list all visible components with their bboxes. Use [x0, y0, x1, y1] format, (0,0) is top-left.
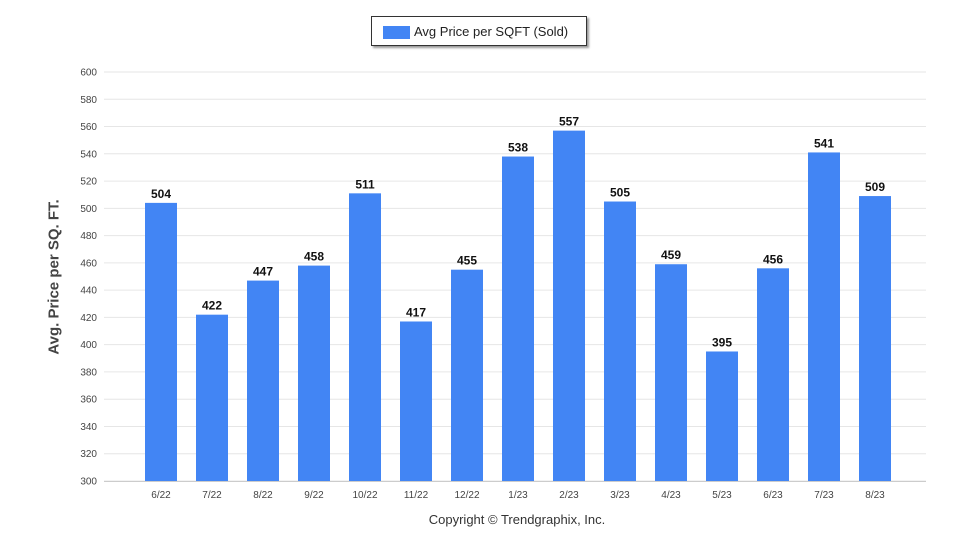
bar-value-label: 538: [508, 141, 528, 155]
bar-value-label: 395: [712, 335, 732, 349]
bar: [859, 196, 891, 481]
bar-value-label: 455: [457, 254, 477, 268]
bar: [553, 130, 585, 481]
bars: [145, 130, 891, 482]
bar-value-label: 511: [355, 177, 375, 191]
x-tick-label: 12/22: [454, 490, 479, 501]
y-axis-ticks: 300 320 340 360 380 400 420 440 460 480 500 520 540 5…: [80, 68, 97, 488]
bar: [808, 152, 840, 482]
legend-swatch: [383, 26, 410, 39]
x-tick-label: 4/23: [661, 490, 681, 501]
y-tick-label: 500: [80, 204, 97, 215]
x-tick-label: 6/23: [763, 490, 783, 501]
y-tick-label: 560: [80, 122, 97, 133]
x-tick-label: 3/23: [610, 490, 630, 501]
bar-value-label: 557: [559, 115, 579, 129]
bar: [247, 280, 279, 481]
bar-value-label: 509: [865, 180, 885, 194]
legend: Avg Price per SQFT (Sold): [371, 16, 587, 46]
bar-value-label: 422: [202, 299, 222, 313]
y-tick-label: 420: [80, 313, 97, 324]
bar: [706, 351, 738, 481]
bar-value-label: 456: [763, 252, 783, 266]
x-axis-ticks: 6/22 7/22 8/22 9/22 10/22 11/22 12/22 1/23 2/23 3…: [151, 490, 885, 501]
x-tick-label: 6/22: [151, 490, 171, 501]
bar: [400, 321, 432, 481]
copyright-text: Copyright © Trendgraphix, Inc.: [428, 512, 606, 527]
bar: [502, 156, 534, 481]
y-tick-label: 360: [80, 395, 97, 406]
x-tick-label: 2/23: [559, 490, 579, 501]
y-tick-label: 460: [80, 258, 97, 269]
bar: [604, 201, 636, 481]
x-tick-label: 8/22: [253, 490, 273, 501]
y-tick-label: 480: [80, 231, 97, 242]
y-tick-label: 300: [80, 477, 97, 488]
y-tick-label: 400: [80, 340, 97, 351]
bar-value-label: 447: [253, 265, 273, 279]
y-tick-label: 540: [80, 149, 97, 160]
legend-label: Avg Price per SQFT (Sold): [414, 24, 569, 39]
x-tick-label: 5/23: [712, 490, 732, 501]
x-tick-label: 11/22: [404, 490, 429, 501]
x-tick-label: 9/22: [304, 490, 324, 501]
y-tick-label: 440: [80, 286, 97, 297]
bar: [196, 314, 228, 481]
bar-value-label: 458: [304, 250, 324, 264]
y-tick-label: 520: [80, 177, 97, 188]
x-tick-label: 10/22: [352, 490, 377, 501]
y-axis-label: Avg. Price per SQ. FT.: [45, 199, 63, 355]
x-tick-label: 7/22: [202, 490, 222, 501]
bar-value-label: 541: [814, 136, 834, 150]
bar: [757, 268, 789, 481]
bar: [451, 269, 483, 481]
bar: [349, 193, 381, 481]
y-tick-label: 320: [80, 449, 97, 460]
bar: [655, 264, 687, 481]
x-tick-label: 8/23: [865, 490, 885, 501]
x-tick-label: 1/23: [508, 490, 528, 501]
bar-value-label: 505: [610, 186, 630, 200]
y-tick-label: 380: [80, 367, 97, 378]
y-tick-label: 580: [80, 95, 97, 106]
x-tick-label: 7/23: [814, 490, 834, 501]
y-tick-label: 600: [80, 68, 97, 79]
data-labels: 504 422 447 458 511 417 455 538 557 505 459 395 456 5…: [151, 115, 885, 350]
bar-value-label: 417: [406, 305, 426, 319]
bar-value-label: 459: [661, 248, 681, 262]
bar: [145, 202, 177, 481]
bar: [298, 265, 330, 481]
bar-value-label: 504: [151, 187, 171, 201]
y-tick-label: 340: [80, 422, 97, 433]
